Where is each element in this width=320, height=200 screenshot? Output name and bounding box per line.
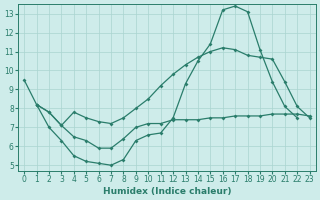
X-axis label: Humidex (Indice chaleur): Humidex (Indice chaleur) — [103, 187, 231, 196]
